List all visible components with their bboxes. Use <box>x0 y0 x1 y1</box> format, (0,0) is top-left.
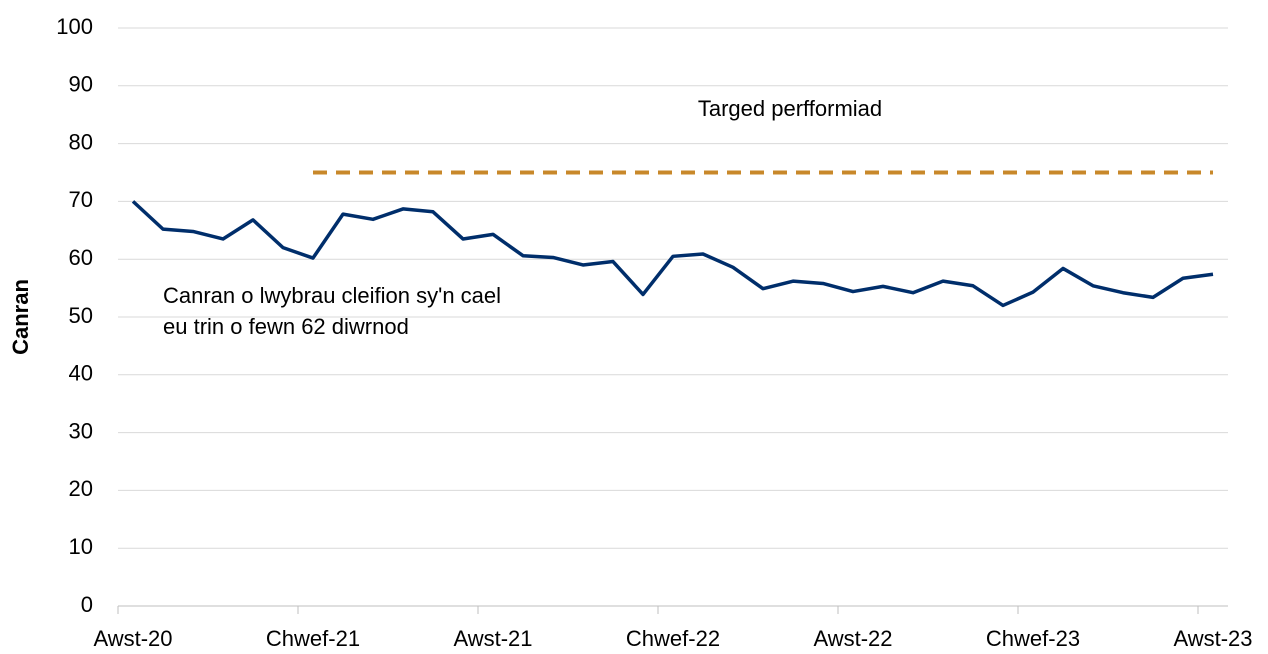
y-tick-label: 20 <box>69 476 93 501</box>
x-tick-label: Awst-20 <box>93 626 172 651</box>
annotation: Canran o lwybrau cleifion sy'n cael <box>163 283 501 308</box>
y-tick-label: 30 <box>69 418 93 443</box>
annotation: Targed perfformiad <box>698 96 882 121</box>
x-tick-label: Awst-21 <box>453 626 532 651</box>
x-tick-label: Awst-22 <box>813 626 892 651</box>
series-line <box>131 200 1214 308</box>
x-tick-label: Awst-23 <box>1173 626 1252 651</box>
y-tick-label: 100 <box>56 14 93 39</box>
y-tick-label: 70 <box>69 187 93 212</box>
x-tick-label: Chwef-21 <box>266 626 360 651</box>
x-tick-label: Chwef-22 <box>626 626 720 651</box>
x-tick-label: Chwef-23 <box>986 626 1080 651</box>
y-tick-label: 80 <box>69 129 93 154</box>
y-axis-label: Canran <box>8 279 33 355</box>
y-tick-label: 60 <box>69 245 93 270</box>
annotation: eu trin o fewn 62 diwrnod <box>163 314 409 339</box>
y-tick-label: 0 <box>81 592 93 617</box>
y-tick-label: 50 <box>69 303 93 328</box>
y-tick-label: 10 <box>69 534 93 559</box>
y-tick-label: 40 <box>69 361 93 386</box>
y-tick-label: 90 <box>69 72 93 97</box>
